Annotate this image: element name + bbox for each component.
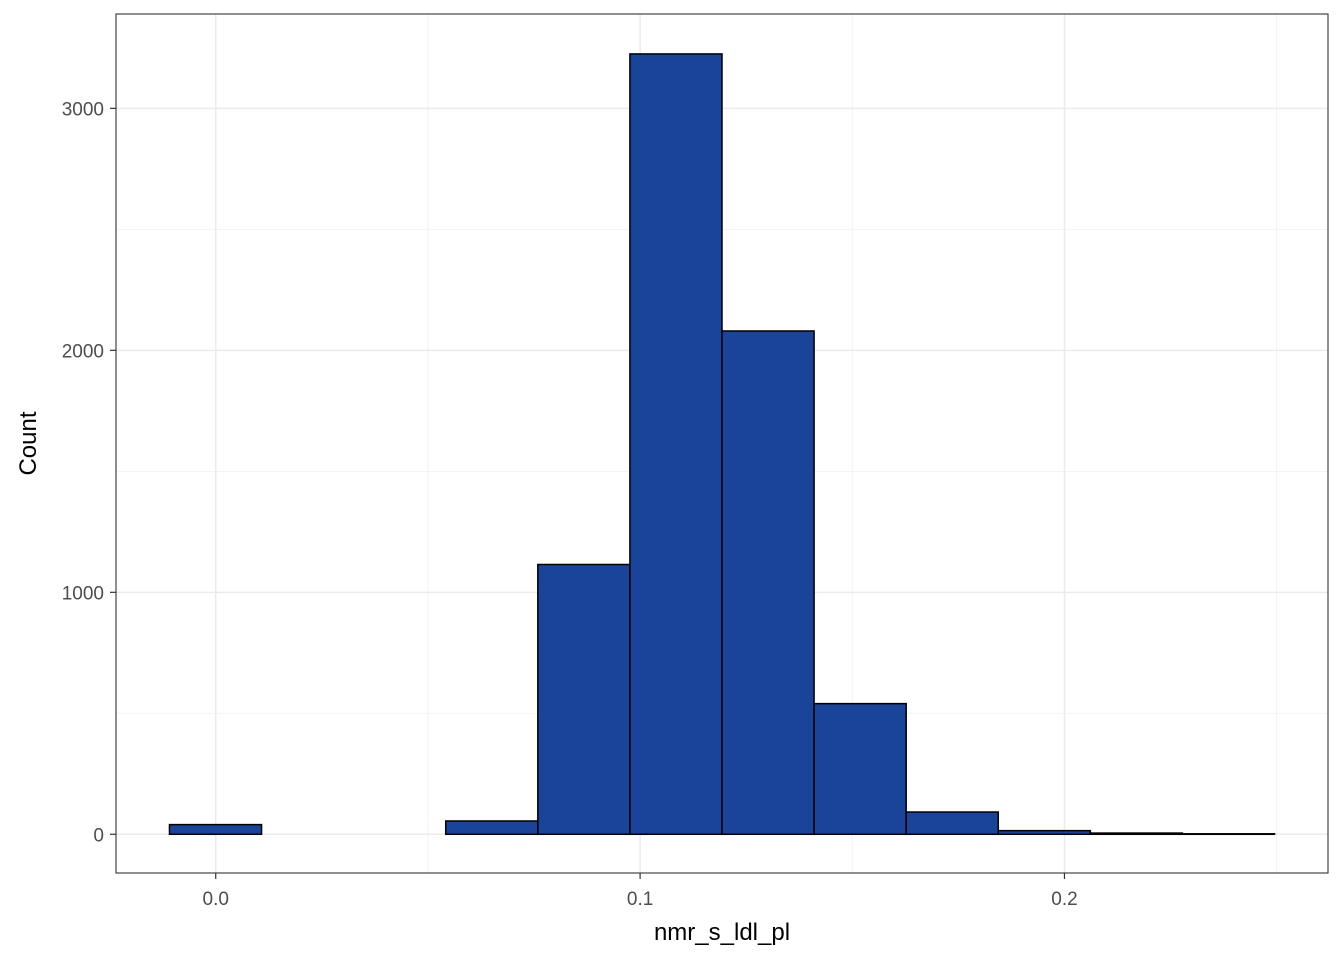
histogram-bar bbox=[813, 702, 907, 836]
x-tick-label: 0.2 bbox=[1051, 889, 1077, 910]
x-axis-title: nmr_s_ldl_pl bbox=[654, 919, 790, 946]
y-tick-label: 2000 bbox=[62, 341, 104, 362]
histogram-bars bbox=[168, 53, 1276, 836]
panel-border bbox=[115, 13, 1329, 874]
histogram-bar bbox=[444, 820, 539, 836]
x-tick-label: 0.1 bbox=[627, 889, 653, 910]
y-tick-label: 1000 bbox=[62, 583, 104, 604]
histogram-bar bbox=[168, 823, 263, 836]
histogram-bar bbox=[537, 563, 631, 836]
x-axis: 0.0 0.1 0.2 bbox=[203, 873, 1078, 910]
histogram-bar bbox=[721, 330, 815, 836]
histogram-bar bbox=[905, 811, 1000, 836]
histogram-bar bbox=[1089, 832, 1184, 836]
histogram-bar bbox=[629, 53, 723, 836]
y-tick-label: 0 bbox=[93, 825, 104, 846]
y-tick-label: 3000 bbox=[62, 99, 104, 120]
x-tick-label: 0.0 bbox=[203, 889, 229, 910]
histogram-bar bbox=[997, 829, 1092, 836]
y-axis: 0 1000 2000 3000 bbox=[62, 99, 116, 846]
y-axis-title: Count bbox=[15, 411, 42, 475]
